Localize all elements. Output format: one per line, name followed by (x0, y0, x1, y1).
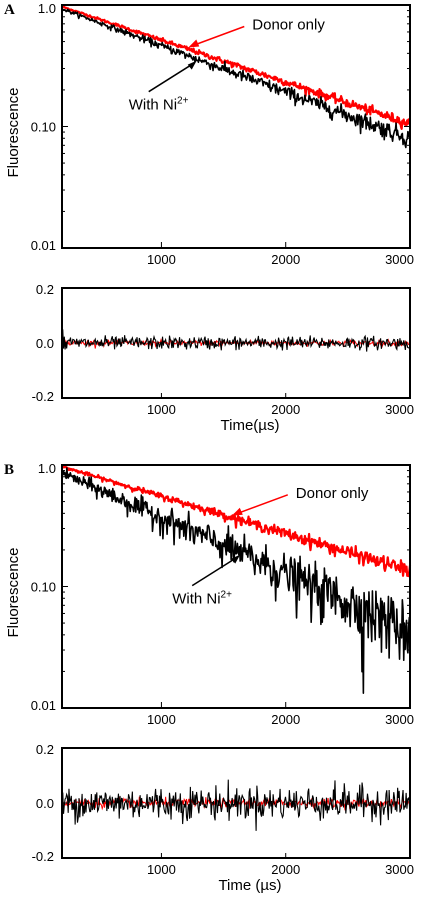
ni-arrow-line (191, 555, 239, 587)
donor-arrow-line (233, 494, 289, 516)
ni-arrow-head (231, 554, 241, 564)
residual-x-tick-label: 1000 (147, 402, 176, 417)
x-tick-label: 2000 (271, 712, 300, 727)
y-tick-label: 0.10 (31, 120, 56, 135)
y-tick-label: 1.0 (38, 1, 56, 16)
with-ni-label: With Ni2+ (129, 96, 189, 114)
donor-arrow-head (231, 507, 243, 516)
donor-only-label: Donor only (252, 17, 325, 34)
with-ni-text: With Ni (129, 97, 177, 114)
series-line (61, 467, 411, 694)
x-tick-label: 2000 (271, 252, 300, 267)
residual-y-tick-label: 0.2 (36, 282, 54, 297)
series-line (61, 8, 411, 149)
residual-y-tick-label: 0.2 (36, 742, 54, 757)
residual-y-tick-label: 0.0 (36, 336, 54, 351)
y-tick-label: 0.01 (31, 698, 56, 713)
donor-arrow-head (188, 39, 200, 48)
donor-arrow-line (190, 25, 245, 48)
residual-x-tick-label: 1000 (147, 862, 176, 877)
x-axis-label: Time(µs) (221, 417, 280, 434)
y-axis-label: Fluorescence (5, 547, 22, 637)
residual-x-tick-label: 2000 (271, 862, 300, 877)
residual-y-tick-label: -0.2 (32, 849, 54, 864)
panel-letter: B (4, 462, 14, 478)
residual-y-tick-label: -0.2 (32, 389, 54, 404)
residual-x-tick-label: 3000 (385, 402, 414, 417)
x-tick-label: 1000 (147, 252, 176, 267)
residual-x-tick-label: 3000 (385, 862, 414, 877)
residual-ni-line (61, 329, 411, 353)
panel-letter: A (4, 2, 15, 18)
x-tick-label: 1000 (147, 712, 176, 727)
with-ni-superscript: 2+ (221, 590, 233, 601)
x-axis-label: Time (µs) (218, 877, 281, 894)
with-ni-text: With Ni (172, 591, 220, 608)
with-ni-superscript: 2+ (177, 96, 189, 107)
donor-only-label: Donor only (296, 485, 369, 502)
residual-x-tick-label: 2000 (271, 402, 300, 417)
residual-y-tick-label: 0.0 (36, 796, 54, 811)
ni-arrow-line (148, 62, 196, 93)
plot-frame (61, 4, 411, 249)
residual-ni-line (61, 779, 411, 831)
x-tick-label: 3000 (385, 712, 414, 727)
y-tick-label: 1.0 (38, 461, 56, 476)
ni-arrow-head (187, 60, 197, 70)
x-tick-label: 3000 (385, 252, 414, 267)
series-line (61, 464, 412, 578)
series-line (61, 5, 411, 130)
y-tick-label: 0.10 (31, 580, 56, 595)
with-ni-label: With Ni2+ (172, 590, 232, 608)
y-tick-label: 0.01 (31, 238, 56, 253)
y-axis-label: Fluorescence (5, 87, 22, 177)
